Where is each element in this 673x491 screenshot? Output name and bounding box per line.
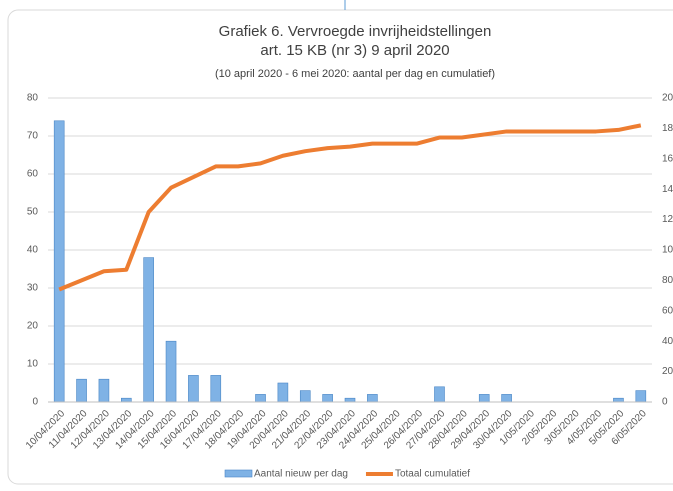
bar	[501, 394, 512, 403]
bar	[188, 375, 199, 403]
bar	[635, 390, 647, 403]
y2-tick-label: 100	[662, 245, 673, 256]
y-tick-label: 40	[27, 245, 39, 256]
bar	[299, 390, 311, 403]
legend-label: Totaal cumulatief	[395, 469, 470, 480]
y2-tick-label: 120	[662, 214, 673, 225]
bar	[165, 340, 177, 403]
bar	[613, 397, 624, 403]
y2-tick-label: 160	[662, 153, 673, 164]
bar	[478, 394, 490, 403]
y-tick-label: 0	[32, 397, 38, 408]
legend-label: Aantal nieuw per dag	[254, 469, 348, 480]
y-tick-label: 60	[27, 169, 39, 180]
bar	[277, 382, 289, 403]
bar	[367, 394, 378, 403]
bar	[255, 394, 266, 403]
y-tick-label: 20	[27, 321, 39, 332]
y2-tick-label: 140	[662, 184, 673, 195]
y-tick-label: 70	[27, 131, 39, 142]
bar	[322, 394, 333, 403]
y-tick-label: 10	[27, 359, 39, 370]
y-tick-label: 80	[27, 93, 39, 104]
y2-tick-label: 180	[662, 123, 673, 134]
bar	[143, 257, 154, 403]
bar	[53, 120, 65, 403]
y-tick-label: 50	[27, 207, 39, 218]
line-series	[58, 123, 642, 292]
y2-tick-label: 60	[662, 305, 673, 316]
chart-subtitle: (10 april 2020 - 6 mei 2020: aantal per …	[215, 68, 495, 80]
y2-tick-label: 20	[662, 366, 673, 377]
chart-title: Grafiek 6. Vervroegde invrijheidstelling…	[219, 23, 492, 40]
y2-tick-label: 0	[662, 397, 668, 408]
y2-tick-label: 80	[662, 275, 673, 286]
bar	[210, 375, 222, 403]
chart-title: art. 15 KB (nr 3) 9 april 2020	[260, 42, 449, 59]
y2-tick-label: 40	[662, 336, 673, 347]
y-tick-label: 30	[27, 283, 39, 294]
bar	[76, 378, 87, 403]
bar	[434, 386, 445, 403]
legend-swatch	[224, 469, 253, 478]
y2-tick-label: 200	[662, 93, 673, 104]
bar	[344, 397, 356, 403]
bar	[98, 378, 110, 403]
bar	[120, 397, 132, 403]
